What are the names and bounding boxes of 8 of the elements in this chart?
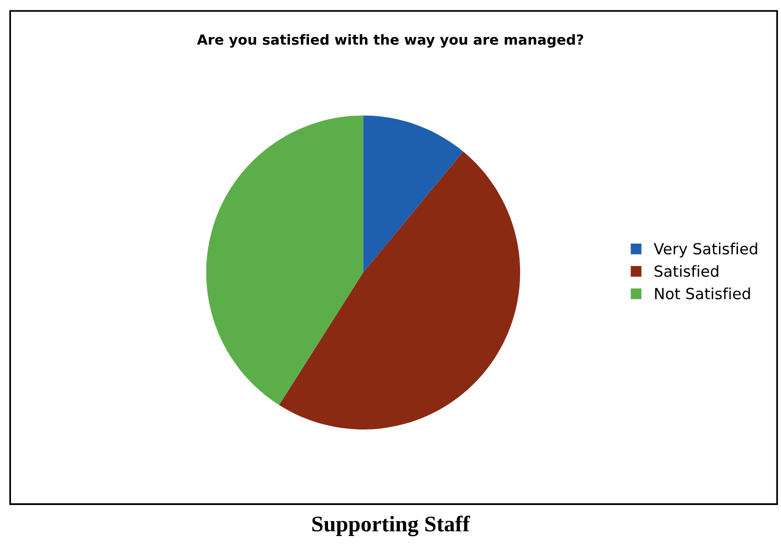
legend-label: Not Satisfied (655, 288, 750, 300)
text: Supporting Staff (312, 516, 470, 536)
legend-label: Satisfied (654, 265, 718, 277)
legend-label: Very Satisfied (654, 242, 758, 258)
pie-slice (363, 116, 464, 272)
pie-slice (206, 116, 364, 406)
pie-slice (279, 152, 520, 430)
chart-title: Are you satisfied with the way you are managed? (197, 34, 584, 48)
